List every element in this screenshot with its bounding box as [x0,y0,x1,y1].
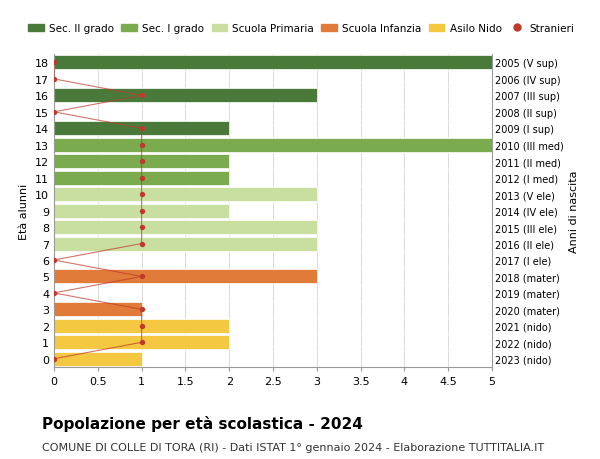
Bar [54,122,229,136]
Bar [54,237,317,251]
Bar [54,270,317,284]
Point [49,76,59,84]
Point [137,273,146,280]
Bar [54,204,229,218]
Text: Popolazione per età scolastica - 2024: Popolazione per età scolastica - 2024 [42,415,363,431]
Point [49,290,59,297]
Point [137,92,146,100]
Bar [54,139,492,152]
Point [49,355,59,363]
Bar [54,221,317,235]
Point [137,191,146,198]
Point [137,207,146,215]
Bar [54,188,317,202]
Bar [54,336,229,350]
Point [137,323,146,330]
Point [137,158,146,166]
Point [49,60,59,67]
Point [137,224,146,231]
Bar [54,352,142,366]
Bar [54,155,229,169]
Point [49,257,59,264]
Legend: Sec. II grado, Sec. I grado, Scuola Primaria, Scuola Infanzia, Asilo Nido, Stran: Sec. II grado, Sec. I grado, Scuola Prim… [24,20,579,38]
Bar [54,171,229,185]
Point [137,306,146,313]
Point [137,125,146,133]
Point [137,174,146,182]
Point [137,339,146,346]
Point [137,142,146,149]
Y-axis label: Anni di nascita: Anni di nascita [569,170,579,252]
Y-axis label: Età alunni: Età alunni [19,183,29,239]
Point [49,109,59,116]
Bar [54,56,492,70]
Bar [54,303,142,317]
Text: COMUNE DI COLLE DI TORA (RI) - Dati ISTAT 1° gennaio 2024 - Elaborazione TUTTITA: COMUNE DI COLLE DI TORA (RI) - Dati ISTA… [42,442,544,452]
Bar [54,319,229,333]
Point [137,241,146,248]
Bar [54,89,317,103]
